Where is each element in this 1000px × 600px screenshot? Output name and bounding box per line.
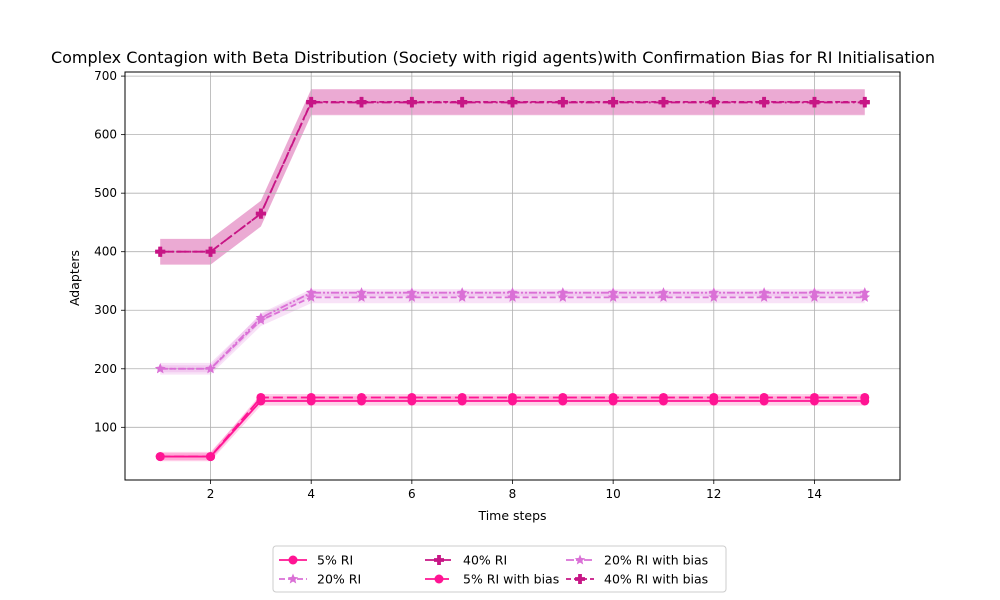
data-point-40pct-ri-with-bias: [356, 96, 367, 107]
data-point-5pct-ri-with-bias: [206, 452, 216, 462]
y-tick-label: 200: [94, 362, 117, 376]
data-point-5pct-ri-with-bias: [407, 392, 417, 402]
legend: 5% RI 20% RI 40% RI 5% RI with bias 20% RI w…: [272, 545, 727, 593]
data-point-40pct-ri-with-bias: [255, 208, 266, 219]
data-point-20pct-ri-with-bias: [305, 287, 317, 298]
data-point-20pct-ri-with-bias: [205, 363, 216, 374]
data-point-40pct-ri-with-bias: [809, 96, 820, 107]
legend-marker-40pct-ri-with-bias: [575, 574, 585, 584]
data-point-20pct-ri: [557, 291, 569, 302]
legend-frame: [272, 545, 727, 593]
x-tick-label: 4: [307, 487, 315, 501]
band-20pct-ri: [160, 291, 865, 375]
legend-label-40pct-ri: 40% RI: [463, 553, 507, 568]
data-point-20pct-ri-with-bias: [406, 287, 418, 298]
data-point-20pct-ri: [507, 291, 518, 302]
data-point-5pct-ri-with-bias: [608, 392, 618, 402]
data-point-40pct-ri-with-bias: [205, 246, 216, 257]
data-point-20pct-ri-with-bias: [607, 287, 619, 298]
data-point-5pct-ri-with-bias: [306, 392, 316, 402]
data-point-20pct-ri-with-bias: [155, 363, 166, 374]
data-point-40pct-ri-with-bias: [507, 96, 518, 107]
x-tick-label: 12: [706, 487, 721, 501]
data-point-5pct-ri-with-bias: [658, 392, 668, 402]
data-point-5pct-ri-with-bias: [357, 392, 367, 402]
data-point-20pct-ri: [305, 291, 317, 302]
y-tick-label: 400: [94, 245, 117, 259]
band-5pct-ri: [160, 396, 865, 462]
series-line-40pct-ri-with-bias: [160, 100, 865, 253]
data-point-20pct-ri-with-bias: [507, 287, 518, 298]
data-point-5pct-ri-with-bias: [809, 392, 819, 402]
data-point-5pct-ri-with-bias: [759, 392, 769, 402]
x-tick-label: 8: [509, 487, 517, 501]
x-tick-label: 2: [207, 487, 215, 501]
data-point-20pct-ri-with-bias: [809, 287, 820, 298]
data-point-20pct-ri-with-bias: [758, 287, 770, 298]
legend-marker-20pct-ri-with-bias: [574, 554, 586, 565]
legend-label-40pct-ri-with-bias: 40% RI with bias: [604, 572, 708, 587]
data-point-5pct-ri-with-bias: [860, 392, 870, 402]
data-point-40pct-ri-with-bias: [155, 246, 166, 257]
data-point-5pct-ri-with-bias: [709, 392, 719, 402]
legend-marker-20pct-ri: [287, 573, 299, 584]
data-point-20pct-ri-with-bias: [859, 287, 870, 298]
data-point-20pct-ri-with-bias: [255, 312, 267, 323]
data-point-20pct-ri-with-bias: [708, 287, 720, 298]
y-axis-label: Adapters: [67, 250, 82, 306]
data-point-5pct-ri-with-bias: [256, 392, 266, 402]
data-point-40pct-ri-with-bias: [708, 96, 719, 107]
chart-title: Complex Contagion with Beta Distribution…: [51, 48, 935, 67]
data-point-40pct-ri-with-bias: [759, 96, 770, 107]
x-tick-label: 14: [807, 487, 822, 501]
data-point-20pct-ri: [658, 291, 669, 302]
y-tick-label: 600: [94, 128, 117, 142]
legend-label-20pct-ri-with-bias: 20% RI with bias: [604, 553, 708, 568]
x-axis-ticks: 2 4 6 8 10 12 14: [207, 480, 822, 501]
data-point-40pct-ri-with-bias: [557, 96, 568, 107]
data-point-20pct-ri: [607, 291, 619, 302]
data-point-20pct-ri-with-bias: [456, 287, 468, 298]
legend-marker-40pct-ri: [434, 555, 444, 565]
y-tick-label: 100: [94, 420, 117, 434]
x-tick-label: 10: [606, 487, 621, 501]
y-tick-label: 500: [94, 186, 117, 200]
data-point-20pct-ri: [758, 291, 770, 302]
data-point-20pct-ri: [859, 291, 870, 302]
band-40pct-ri: [160, 89, 865, 265]
y-tick-label: 700: [94, 69, 117, 83]
x-axis-label: Time steps: [477, 508, 546, 523]
series-markers: [155, 96, 870, 462]
data-point-5pct-ri-with-bias: [558, 392, 568, 402]
data-point-5pct-ri-with-bias: [508, 392, 517, 402]
legend-marker-5pct-ri: [288, 555, 298, 565]
data-point-40pct-ri-with-bias: [306, 96, 317, 107]
legend-label-20pct-ri: 20% RI: [317, 572, 361, 587]
data-point-5pct-ri-with-bias: [155, 452, 165, 462]
band-40pct-ri-with-bias: [160, 88, 865, 265]
data-point-20pct-ri-with-bias: [356, 287, 367, 298]
data-point-20pct-ri: [456, 291, 468, 302]
data-point-20pct-ri: [356, 291, 367, 302]
data-point-20pct-ri-with-bias: [557, 287, 569, 298]
legend-label-5pct-ri-with-bias: 5% RI with bias: [463, 572, 559, 587]
data-point-20pct-ri-with-bias: [658, 287, 669, 298]
y-tick-label: 300: [94, 303, 117, 317]
data-point-20pct-ri: [809, 291, 820, 302]
data-point-40pct-ri-with-bias: [608, 96, 619, 107]
data-point-20pct-ri: [406, 291, 418, 302]
x-tick-label: 6: [408, 487, 416, 501]
legend-label-5pct-ri: 5% RI: [317, 553, 353, 568]
y-axis-ticks: 100 200 300 400 500 600 700: [94, 69, 125, 434]
data-point-5pct-ri-with-bias: [457, 392, 467, 402]
data-point-40pct-ri-with-bias: [406, 96, 417, 107]
data-point-40pct-ri-with-bias: [859, 96, 870, 107]
data-point-40pct-ri-with-bias: [658, 96, 669, 107]
legend-marker-5pct-ri-with-bias: [434, 574, 444, 584]
series-line-20pct-ri: [160, 296, 865, 370]
grid-lines: [125, 72, 900, 480]
data-point-40pct-ri-with-bias: [457, 96, 468, 107]
data-point-20pct-ri: [708, 291, 720, 302]
